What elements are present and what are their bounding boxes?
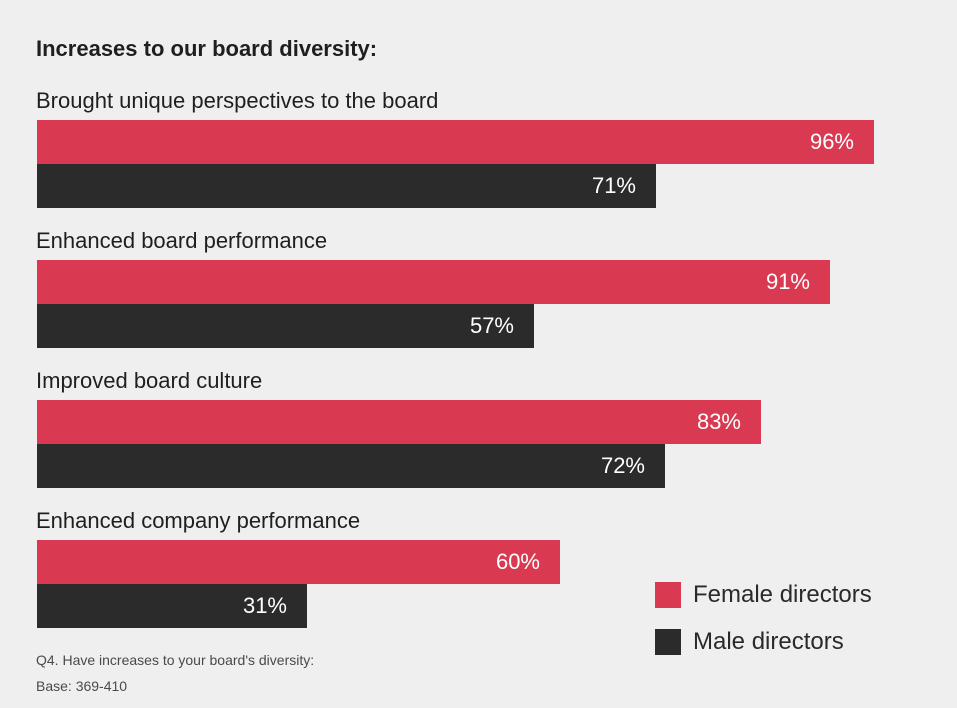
category-label-brought-unique-perspectives-to-the-board: Brought unique perspectives to the board (36, 88, 439, 113)
bar-female-enhanced-company-performance: 60% (37, 540, 560, 584)
bar-female-improved-board-culture: 83% (37, 400, 761, 444)
footnote-base: Base: 369-410 (36, 678, 128, 694)
data-label-female-enhanced-company-performance: 60% (495, 549, 540, 574)
data-label-male-enhanced-company-performance: 31% (242, 593, 287, 618)
category-label-enhanced-company-performance: Enhanced company performance (36, 508, 361, 533)
bar-female-enhanced-board-performance: 91% (37, 260, 830, 304)
bar-male-brought-unique-perspectives-to-the-board: 71% (37, 164, 656, 208)
legend-swatch-female (655, 582, 681, 608)
bar-female-brought-unique-perspectives-to-the-board: 96% (37, 120, 874, 164)
data-label-female-brought-unique-perspectives-to-the-board: 96% (809, 129, 854, 154)
bar-male-enhanced-board-performance: 57% (37, 304, 534, 348)
footnote-question: Q4. Have increases to your board's diver… (36, 652, 315, 668)
category-label-enhanced-board-performance: Enhanced board performance (36, 228, 328, 253)
bar-male-enhanced-company-performance: 31% (37, 584, 307, 628)
data-label-male-improved-board-culture: 72% (600, 453, 645, 478)
data-label-male-enhanced-board-performance: 57% (469, 313, 514, 338)
chart-title: Increases to our board diversity: (36, 36, 378, 61)
legend-label-male: Male directors (693, 628, 844, 655)
bar-male-improved-board-culture: 72% (37, 444, 665, 488)
data-label-female-improved-board-culture: 83% (696, 409, 741, 434)
data-label-female-enhanced-board-performance: 91% (765, 269, 810, 294)
legend-swatch-male (655, 629, 681, 655)
category-label-improved-board-culture: Improved board culture (36, 368, 263, 393)
legend-label-female: Female directors (693, 581, 872, 608)
data-label-male-brought-unique-perspectives-to-the-board: 71% (591, 173, 636, 198)
